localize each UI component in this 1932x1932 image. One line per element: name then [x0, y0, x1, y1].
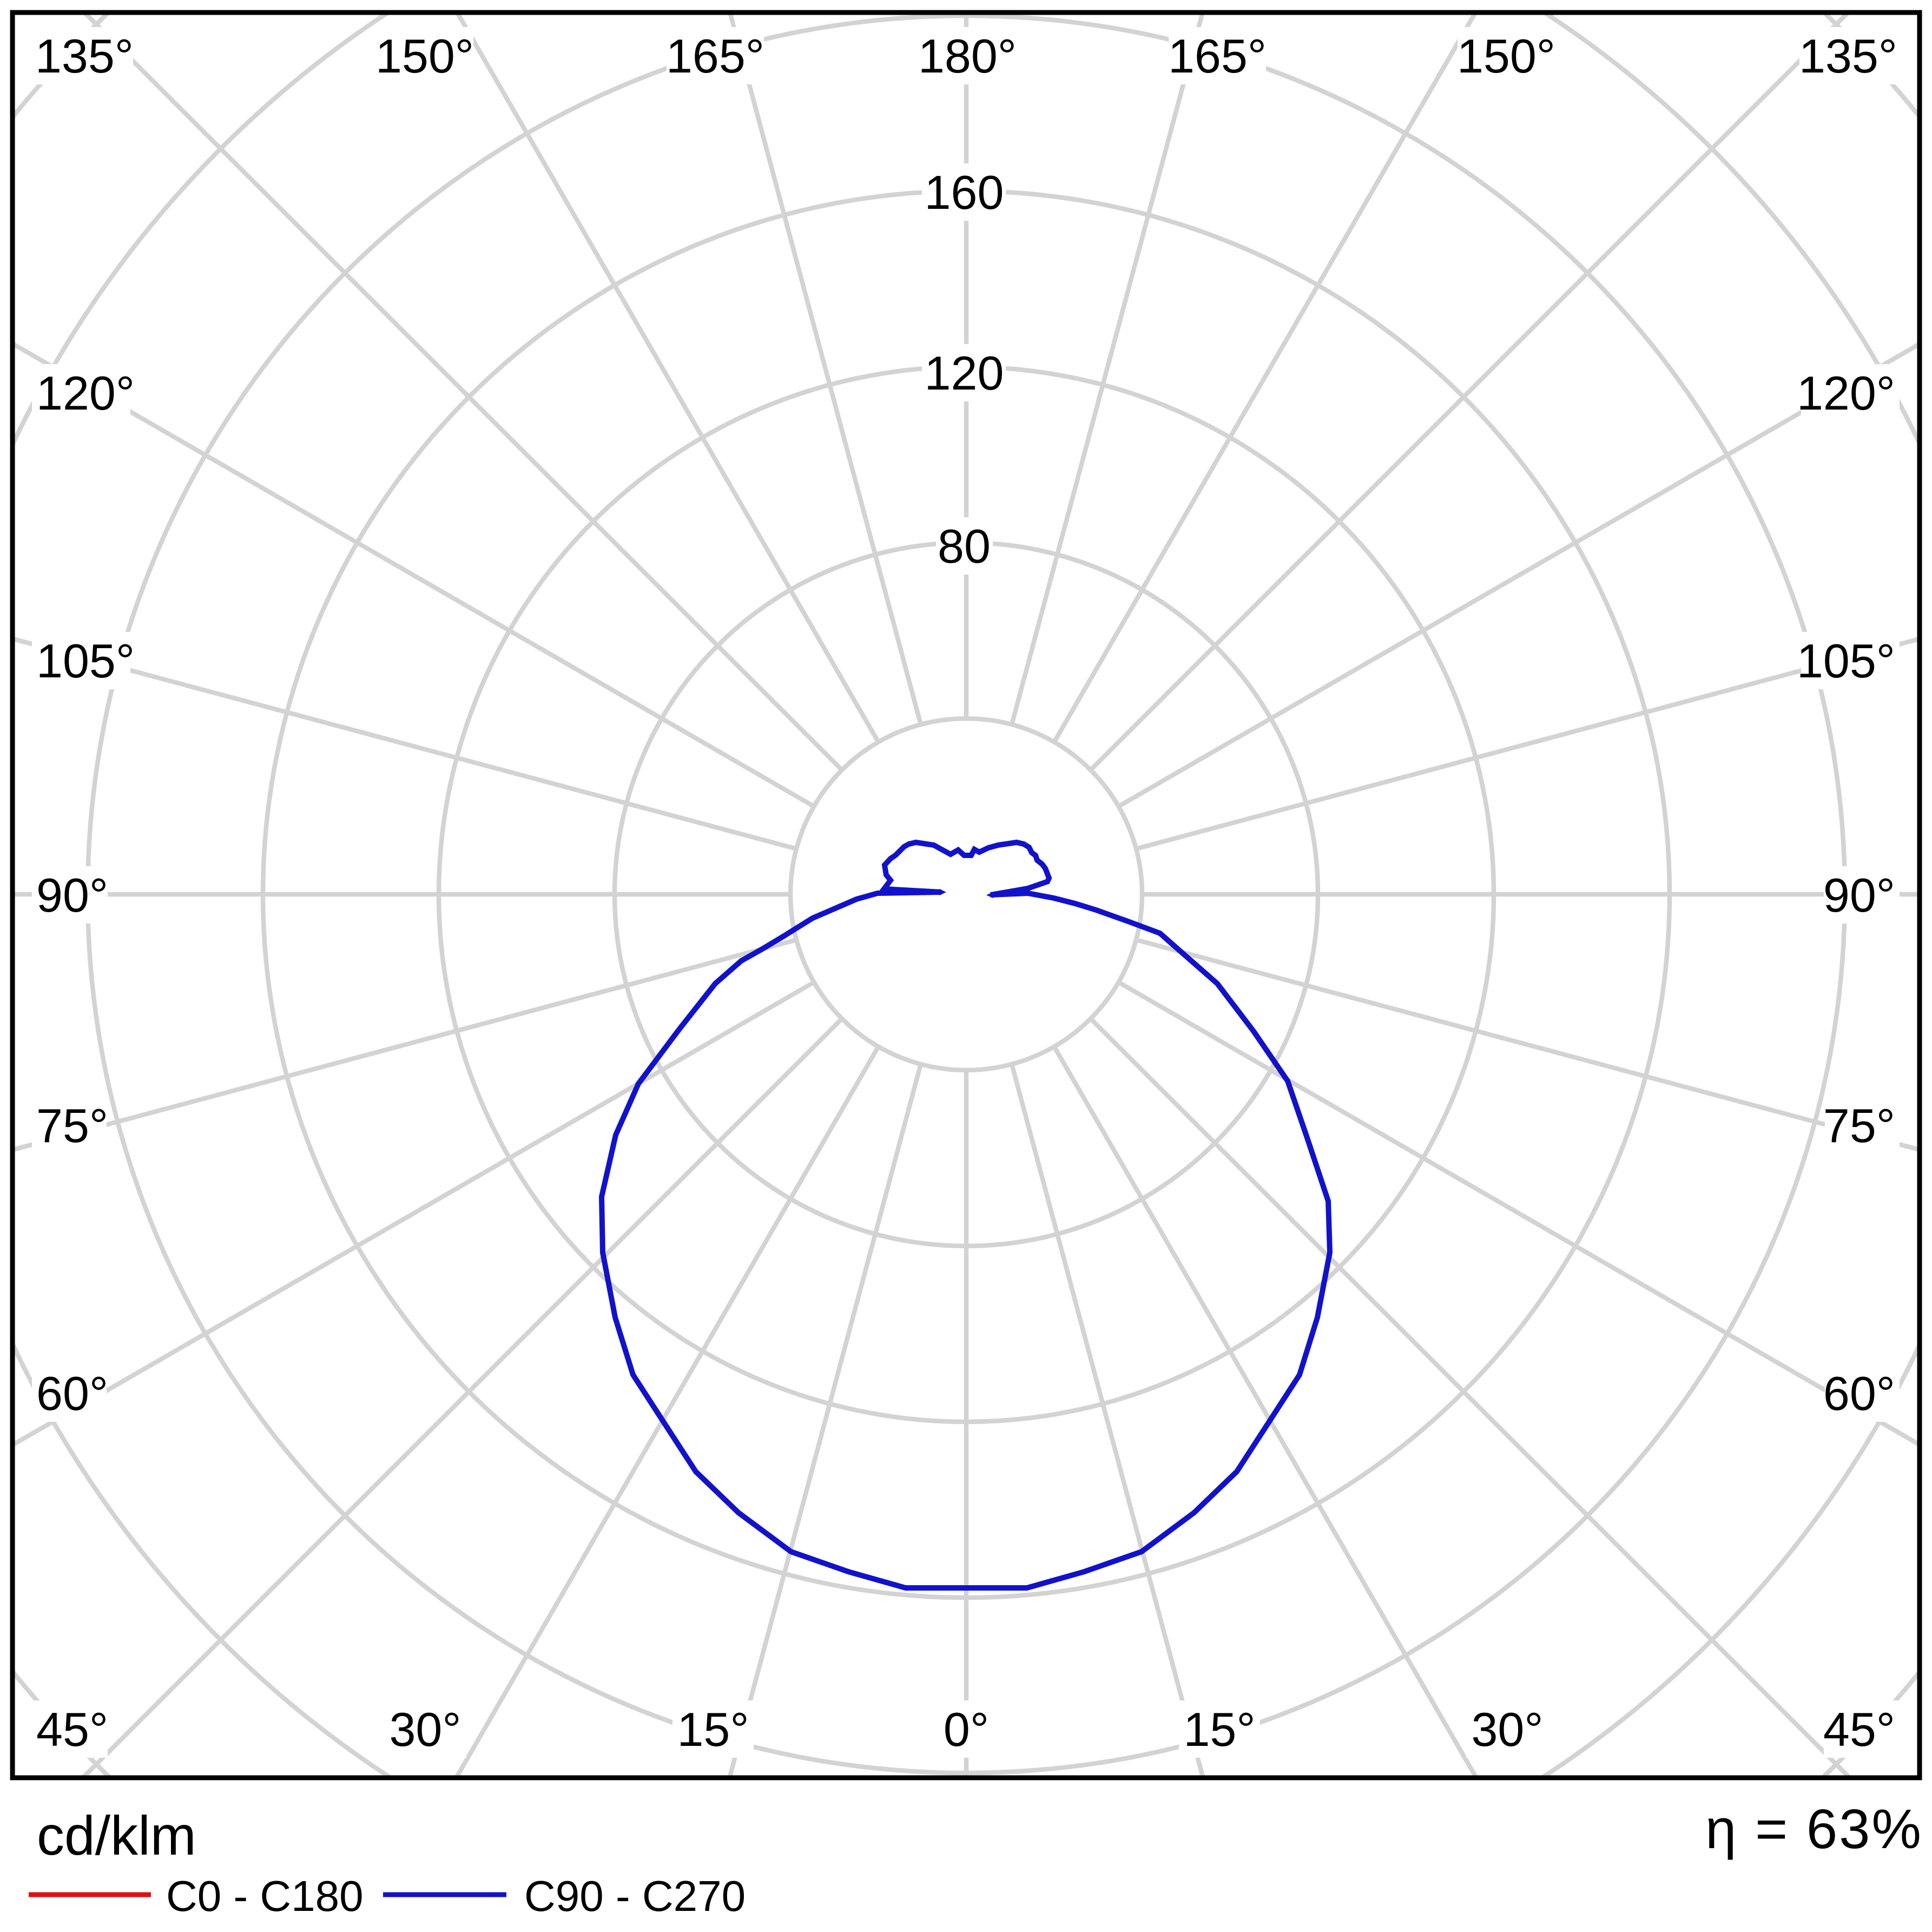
svg-text:80: 80 [938, 519, 991, 573]
svg-text:15°: 15° [1183, 1703, 1255, 1756]
svg-text:135°: 135° [35, 29, 134, 83]
svg-text:105°: 105° [1797, 634, 1895, 688]
svg-text:120: 120 [925, 346, 1004, 400]
svg-text:60°: 60° [1823, 1367, 1895, 1420]
svg-text:30°: 30° [389, 1703, 461, 1756]
svg-text:105°: 105° [36, 634, 135, 688]
svg-text:165°: 165° [1168, 29, 1267, 83]
svg-text:90°: 90° [36, 868, 108, 922]
svg-text:120°: 120° [36, 366, 135, 420]
svg-text:C90 - C270: C90 - C270 [524, 1872, 746, 1920]
svg-text:60°: 60° [36, 1367, 108, 1420]
svg-text:C0 - C180: C0 - C180 [166, 1872, 364, 1920]
svg-text:150°: 150° [1457, 29, 1555, 83]
svg-text:160: 160 [925, 166, 1004, 219]
svg-text:45°: 45° [1823, 1703, 1895, 1756]
svg-text:135°: 135° [1799, 29, 1897, 83]
svg-text:45°: 45° [36, 1703, 108, 1756]
svg-text:165°: 165° [666, 29, 764, 83]
svg-text:90°: 90° [1823, 868, 1895, 922]
svg-text:η = 63%: η = 63% [1705, 1798, 1923, 1860]
svg-text:120°: 120° [1797, 366, 1895, 420]
svg-text:75°: 75° [36, 1099, 108, 1152]
svg-text:0°: 0° [944, 1703, 989, 1756]
svg-text:15°: 15° [677, 1703, 749, 1756]
svg-text:180°: 180° [918, 29, 1017, 83]
svg-text:75°: 75° [1823, 1099, 1895, 1152]
svg-text:cd/klm: cd/klm [37, 1805, 196, 1867]
svg-text:30°: 30° [1471, 1703, 1543, 1756]
svg-text:150°: 150° [375, 29, 474, 83]
